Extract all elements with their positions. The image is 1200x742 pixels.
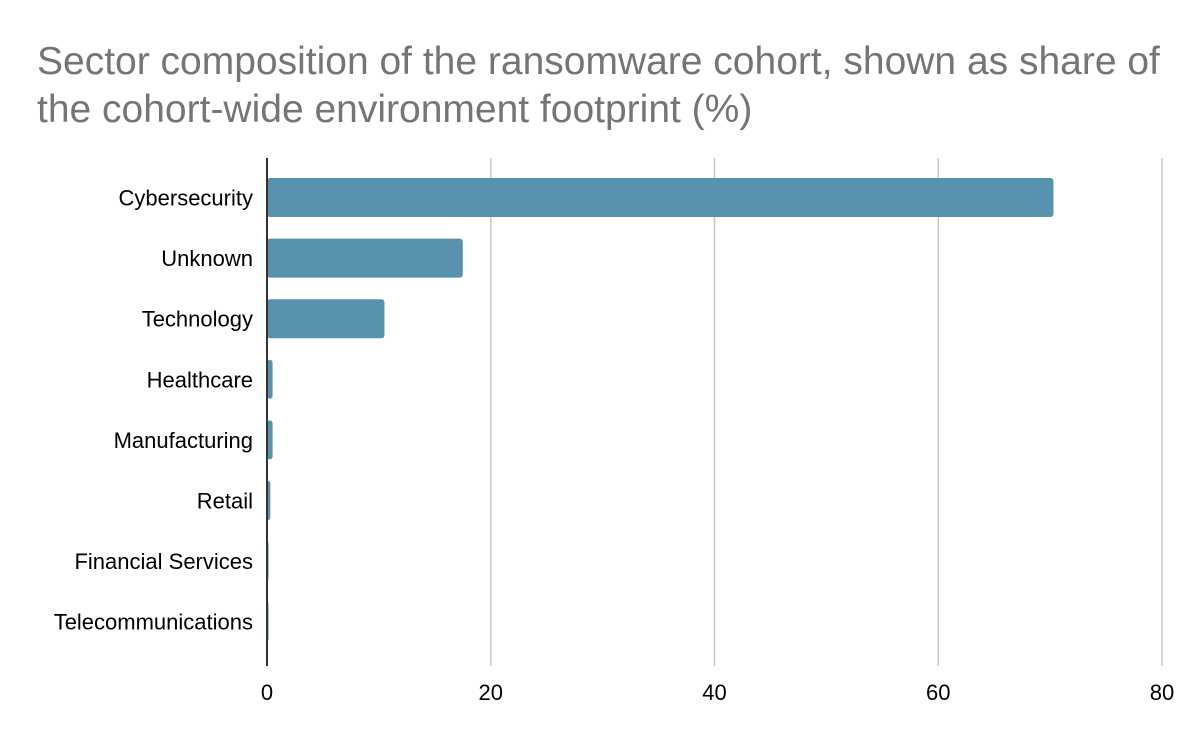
bar bbox=[267, 299, 385, 339]
category-labels: Cybersecurity Unknown Technology Healthcare… bbox=[54, 186, 253, 635]
bar bbox=[267, 238, 463, 278]
category-label: Unknown bbox=[161, 246, 253, 271]
bar bbox=[267, 420, 273, 460]
gridlines bbox=[490, 158, 1163, 666]
category-label: Retail bbox=[197, 489, 253, 514]
category-label: Technology bbox=[142, 307, 253, 332]
x-tick-label: 60 bbox=[926, 680, 950, 705]
bars bbox=[267, 178, 1054, 642]
x-tick-label: 40 bbox=[702, 680, 726, 705]
x-tick-label: 20 bbox=[479, 680, 503, 705]
category-label: Healthcare bbox=[147, 367, 253, 392]
tick-labels: 0 20 40 60 80 bbox=[261, 680, 1174, 705]
bar bbox=[267, 178, 1054, 217]
category-label: Cybersecurity bbox=[119, 186, 253, 211]
category-label: Financial Services bbox=[74, 549, 253, 574]
x-tick-label: 0 bbox=[261, 680, 273, 705]
chart-title: Sector composition of the ransomware coh… bbox=[37, 40, 1160, 131]
category-label: Telecommunications bbox=[54, 610, 253, 635]
category-label: Manufacturing bbox=[114, 428, 253, 453]
x-tick-label: 80 bbox=[1150, 680, 1174, 705]
bar bbox=[267, 359, 273, 399]
